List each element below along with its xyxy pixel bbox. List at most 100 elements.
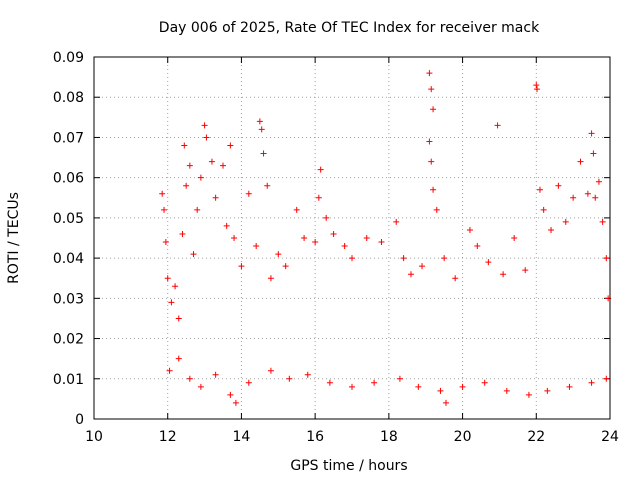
data-point (341, 243, 348, 250)
data-point (474, 243, 481, 250)
data-point (317, 166, 324, 173)
data-point (223, 222, 230, 229)
data-point (304, 371, 311, 378)
y-tick-label: 0.09 (53, 50, 84, 66)
data-point (326, 379, 333, 386)
data-point (426, 138, 433, 145)
data-point (500, 271, 507, 278)
y-tick-label: 0.05 (53, 211, 84, 227)
data-point (371, 379, 378, 386)
data-point (485, 259, 492, 266)
data-point (536, 186, 543, 193)
plot-frame (93, 56, 611, 420)
data-point (227, 142, 234, 149)
data-point (183, 182, 190, 189)
data-point (400, 255, 407, 262)
data-point (286, 375, 293, 382)
data-point (258, 126, 265, 133)
data-point (293, 206, 300, 213)
data-point (437, 387, 444, 394)
data-point (301, 235, 308, 241)
data-point (162, 239, 169, 246)
data-point (419, 263, 426, 270)
data-point (267, 275, 274, 282)
data-point (312, 239, 319, 246)
data-point (181, 142, 188, 149)
data-point (159, 190, 166, 197)
data-point (349, 383, 355, 390)
data-point (584, 190, 591, 197)
data-point (166, 367, 173, 374)
data-point (238, 263, 245, 270)
x-tick-label: 14 (233, 429, 251, 445)
data-point (175, 355, 182, 362)
data-point (599, 218, 606, 225)
y-tick-label: 0.04 (53, 251, 84, 267)
x-tick-label: 10 (85, 429, 103, 445)
data-point (256, 118, 263, 125)
data-point (203, 134, 210, 141)
ticks-layer: 0 0.01 0.02 0.03 0.04 0.05 0.06 0.07 0.08 0.09 10 1… (53, 50, 619, 445)
y-tick-label: 0.06 (53, 171, 84, 187)
data-point (253, 243, 260, 250)
data-point (349, 255, 355, 262)
data-point (245, 379, 252, 386)
data-point (426, 70, 433, 77)
chart-title: Day 006 of 2025, Rate Of TEC Index for r… (159, 20, 540, 36)
data-point (197, 383, 204, 390)
data-point (161, 206, 168, 213)
data-point (164, 275, 171, 282)
data-point (245, 190, 252, 197)
data-point (407, 271, 414, 278)
data-point (548, 226, 555, 233)
y-tick-label: 0 (75, 412, 84, 428)
data-point (186, 162, 193, 169)
data-point (190, 251, 197, 258)
data-point (428, 158, 435, 165)
data-point (603, 255, 610, 262)
data-point (363, 235, 370, 241)
data-point (452, 275, 459, 282)
data-point (533, 82, 540, 89)
data-point (208, 158, 215, 165)
data-point (595, 178, 602, 185)
x-axis-label: GPS time / hours (290, 458, 407, 474)
data-point (562, 218, 569, 225)
y-axis-label: ROTI / TECUs (6, 192, 22, 284)
data-point (430, 186, 437, 193)
data-point (168, 299, 175, 306)
y-tick-label: 0.01 (53, 372, 84, 388)
data-point (275, 251, 282, 258)
data-point (315, 194, 322, 201)
data-point (396, 375, 403, 382)
data-point (393, 218, 400, 225)
data-point (220, 162, 226, 169)
data-point (415, 383, 422, 390)
data-point (194, 206, 201, 213)
y-tick-label: 0.08 (53, 90, 84, 106)
data-point (590, 150, 597, 157)
data-point (441, 255, 448, 262)
data-point (231, 235, 238, 241)
data-point (603, 375, 610, 382)
data-point (175, 315, 182, 322)
data-point (525, 391, 532, 398)
data-point (232, 399, 239, 406)
data-point (503, 387, 510, 394)
data-point (588, 379, 595, 386)
data-point (428, 86, 435, 93)
data-point (212, 371, 219, 378)
x-tick-label: 24 (601, 429, 619, 445)
data-point (186, 375, 193, 382)
y-tick-label: 0.03 (53, 291, 84, 307)
data-point (264, 182, 271, 189)
data-point (481, 379, 488, 386)
data-point (544, 387, 551, 394)
x-tick-label: 22 (527, 429, 545, 445)
data-point (227, 391, 234, 398)
data-point (566, 383, 573, 390)
data-point (267, 367, 274, 374)
data-point (534, 86, 541, 93)
data-point (466, 226, 473, 233)
